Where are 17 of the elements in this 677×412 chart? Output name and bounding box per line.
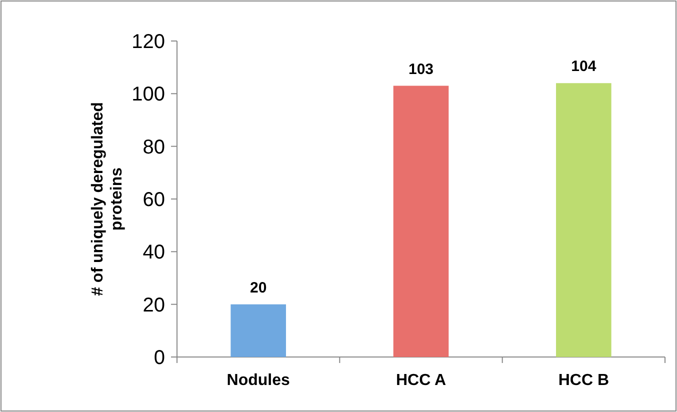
bar (230, 304, 286, 357)
bar (393, 86, 449, 357)
y-tick-label: 20 (142, 294, 165, 316)
data-label: 103 (408, 60, 434, 78)
y-tick-label: 60 (142, 189, 165, 211)
data-label: 104 (571, 58, 597, 76)
y-tick-label: 100 (132, 84, 165, 106)
x-tick-label: HCC A (396, 372, 446, 389)
y-axis-title: # of uniquely deregulated proteins (90, 102, 126, 296)
y-tick-label: 120 (132, 31, 165, 53)
bar (556, 83, 612, 357)
y-tick-label: 80 (142, 136, 165, 158)
x-tick-label: Nodules (226, 372, 290, 389)
x-tick-label: HCC B (558, 372, 610, 389)
y-tick-label: 0 (154, 347, 165, 369)
y-tick-label: 40 (142, 242, 165, 264)
data-label: 20 (250, 279, 267, 296)
